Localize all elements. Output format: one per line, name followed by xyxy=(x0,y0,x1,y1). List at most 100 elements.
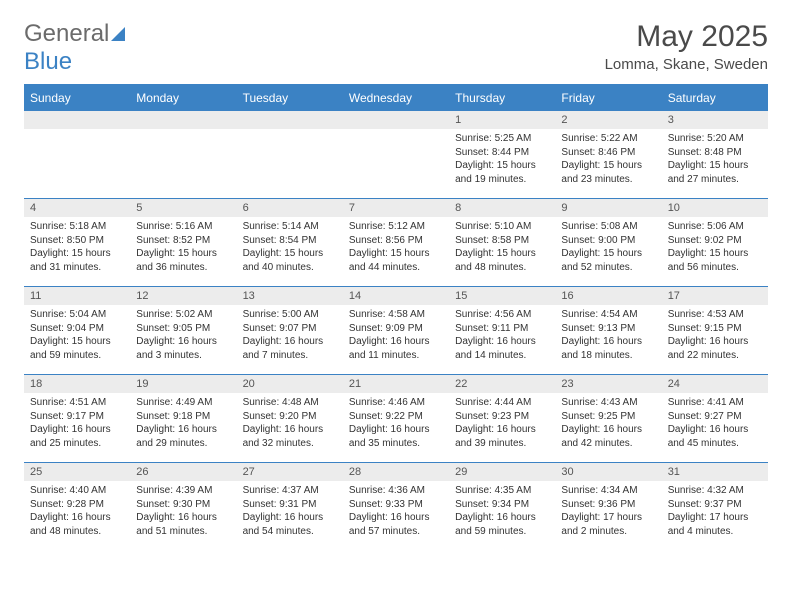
calendar-day-cell: 3Sunrise: 5:20 AMSunset: 8:48 PMDaylight… xyxy=(662,111,768,199)
day-content: Sunrise: 4:53 AMSunset: 9:15 PMDaylight:… xyxy=(662,305,768,366)
sunrise-text: Sunrise: 5:25 AM xyxy=(455,132,549,146)
day-number: 2 xyxy=(555,111,661,129)
calendar-day-cell: 10Sunrise: 5:06 AMSunset: 9:02 PMDayligh… xyxy=(662,199,768,287)
daylight-text: Daylight: 16 hours and 35 minutes. xyxy=(349,423,443,450)
sunset-text: Sunset: 9:27 PM xyxy=(668,410,762,424)
calendar-week-row: 25Sunrise: 4:40 AMSunset: 9:28 PMDayligh… xyxy=(24,463,768,551)
daylight-text: Daylight: 17 hours and 4 minutes. xyxy=(668,511,762,538)
sunrise-text: Sunrise: 4:34 AM xyxy=(561,484,655,498)
calendar-head: Sunday Monday Tuesday Wednesday Thursday… xyxy=(24,85,768,111)
sunset-text: Sunset: 8:50 PM xyxy=(30,234,124,248)
day-content: Sunrise: 4:40 AMSunset: 9:28 PMDaylight:… xyxy=(24,481,130,542)
calendar-day-cell: 12Sunrise: 5:02 AMSunset: 9:05 PMDayligh… xyxy=(130,287,236,375)
calendar-day-cell: 8Sunrise: 5:10 AMSunset: 8:58 PMDaylight… xyxy=(449,199,555,287)
weekday-header: Sunday xyxy=(24,85,130,111)
calendar-day-cell: 17Sunrise: 4:53 AMSunset: 9:15 PMDayligh… xyxy=(662,287,768,375)
sunrise-text: Sunrise: 4:39 AM xyxy=(136,484,230,498)
daylight-text: Daylight: 16 hours and 7 minutes. xyxy=(243,335,337,362)
calendar-table: Sunday Monday Tuesday Wednesday Thursday… xyxy=(24,84,768,551)
daylight-text: Daylight: 16 hours and 18 minutes. xyxy=(561,335,655,362)
calendar-day-cell: 6Sunrise: 5:14 AMSunset: 8:54 PMDaylight… xyxy=(237,199,343,287)
sunrise-text: Sunrise: 5:04 AM xyxy=(30,308,124,322)
sunrise-text: Sunrise: 5:10 AM xyxy=(455,220,549,234)
calendar-day-cell: 28Sunrise: 4:36 AMSunset: 9:33 PMDayligh… xyxy=(343,463,449,551)
daylight-text: Daylight: 15 hours and 23 minutes. xyxy=(561,159,655,186)
brand-logo: GeneralBlue xyxy=(24,20,125,76)
daylight-text: Daylight: 15 hours and 59 minutes. xyxy=(30,335,124,362)
day-number: 12 xyxy=(130,287,236,305)
calendar-body: 1Sunrise: 5:25 AMSunset: 8:44 PMDaylight… xyxy=(24,111,768,551)
sunrise-text: Sunrise: 5:00 AM xyxy=(243,308,337,322)
calendar-week-row: 18Sunrise: 4:51 AMSunset: 9:17 PMDayligh… xyxy=(24,375,768,463)
day-number: 3 xyxy=(662,111,768,129)
calendar-week-row: 11Sunrise: 5:04 AMSunset: 9:04 PMDayligh… xyxy=(24,287,768,375)
day-content: Sunrise: 4:54 AMSunset: 9:13 PMDaylight:… xyxy=(555,305,661,366)
day-content: Sunrise: 4:48 AMSunset: 9:20 PMDaylight:… xyxy=(237,393,343,454)
sunrise-text: Sunrise: 4:53 AM xyxy=(668,308,762,322)
calendar-day-cell xyxy=(130,111,236,199)
calendar-day-cell: 16Sunrise: 4:54 AMSunset: 9:13 PMDayligh… xyxy=(555,287,661,375)
daylight-text: Daylight: 16 hours and 11 minutes. xyxy=(349,335,443,362)
day-content: Sunrise: 5:06 AMSunset: 9:02 PMDaylight:… xyxy=(662,217,768,278)
sunrise-text: Sunrise: 4:46 AM xyxy=(349,396,443,410)
day-number xyxy=(237,111,343,129)
sunset-text: Sunset: 9:00 PM xyxy=(561,234,655,248)
day-content: Sunrise: 5:00 AMSunset: 9:07 PMDaylight:… xyxy=(237,305,343,366)
day-number: 11 xyxy=(24,287,130,305)
day-content xyxy=(24,129,130,189)
day-content: Sunrise: 5:14 AMSunset: 8:54 PMDaylight:… xyxy=(237,217,343,278)
weekday-header: Friday xyxy=(555,85,661,111)
sunset-text: Sunset: 9:18 PM xyxy=(136,410,230,424)
calendar-day-cell: 11Sunrise: 5:04 AMSunset: 9:04 PMDayligh… xyxy=(24,287,130,375)
day-number xyxy=(343,111,449,129)
daylight-text: Daylight: 15 hours and 56 minutes. xyxy=(668,247,762,274)
calendar-day-cell: 21Sunrise: 4:46 AMSunset: 9:22 PMDayligh… xyxy=(343,375,449,463)
weekday-header: Wednesday xyxy=(343,85,449,111)
sunset-text: Sunset: 8:52 PM xyxy=(136,234,230,248)
day-number: 23 xyxy=(555,375,661,393)
daylight-text: Daylight: 16 hours and 54 minutes. xyxy=(243,511,337,538)
title-block: May 2025 Lomma, Skane, Sweden xyxy=(605,20,768,73)
sunrise-text: Sunrise: 5:18 AM xyxy=(30,220,124,234)
sunset-text: Sunset: 9:25 PM xyxy=(561,410,655,424)
daylight-text: Daylight: 16 hours and 45 minutes. xyxy=(668,423,762,450)
day-number: 18 xyxy=(24,375,130,393)
sunrise-text: Sunrise: 4:48 AM xyxy=(243,396,337,410)
sunset-text: Sunset: 9:07 PM xyxy=(243,322,337,336)
calendar-day-cell xyxy=(343,111,449,199)
sunset-text: Sunset: 9:28 PM xyxy=(30,498,124,512)
day-content: Sunrise: 4:46 AMSunset: 9:22 PMDaylight:… xyxy=(343,393,449,454)
calendar-day-cell: 13Sunrise: 5:00 AMSunset: 9:07 PMDayligh… xyxy=(237,287,343,375)
sunrise-text: Sunrise: 4:32 AM xyxy=(668,484,762,498)
calendar-day-cell: 15Sunrise: 4:56 AMSunset: 9:11 PMDayligh… xyxy=(449,287,555,375)
sunset-text: Sunset: 8:54 PM xyxy=(243,234,337,248)
daylight-text: Daylight: 15 hours and 52 minutes. xyxy=(561,247,655,274)
sunrise-text: Sunrise: 5:14 AM xyxy=(243,220,337,234)
sunset-text: Sunset: 9:13 PM xyxy=(561,322,655,336)
sunset-text: Sunset: 8:48 PM xyxy=(668,146,762,160)
day-content: Sunrise: 4:34 AMSunset: 9:36 PMDaylight:… xyxy=(555,481,661,542)
calendar-day-cell: 4Sunrise: 5:18 AMSunset: 8:50 PMDaylight… xyxy=(24,199,130,287)
daylight-text: Daylight: 16 hours and 48 minutes. xyxy=(30,511,124,538)
daylight-text: Daylight: 16 hours and 22 minutes. xyxy=(668,335,762,362)
day-number: 28 xyxy=(343,463,449,481)
day-number: 20 xyxy=(237,375,343,393)
day-content: Sunrise: 4:44 AMSunset: 9:23 PMDaylight:… xyxy=(449,393,555,454)
calendar-week-row: 4Sunrise: 5:18 AMSunset: 8:50 PMDaylight… xyxy=(24,199,768,287)
day-content: Sunrise: 4:32 AMSunset: 9:37 PMDaylight:… xyxy=(662,481,768,542)
location-text: Lomma, Skane, Sweden xyxy=(605,56,768,73)
daylight-text: Daylight: 15 hours and 27 minutes. xyxy=(668,159,762,186)
day-content: Sunrise: 4:58 AMSunset: 9:09 PMDaylight:… xyxy=(343,305,449,366)
sunset-text: Sunset: 8:46 PM xyxy=(561,146,655,160)
sunset-text: Sunset: 9:37 PM xyxy=(668,498,762,512)
calendar-day-cell: 19Sunrise: 4:49 AMSunset: 9:18 PMDayligh… xyxy=(130,375,236,463)
day-content: Sunrise: 4:51 AMSunset: 9:17 PMDaylight:… xyxy=(24,393,130,454)
day-number: 29 xyxy=(449,463,555,481)
sunrise-text: Sunrise: 4:49 AM xyxy=(136,396,230,410)
day-content: Sunrise: 5:12 AMSunset: 8:56 PMDaylight:… xyxy=(343,217,449,278)
day-content: Sunrise: 4:41 AMSunset: 9:27 PMDaylight:… xyxy=(662,393,768,454)
calendar-page: GeneralBlue May 2025 Lomma, Skane, Swede… xyxy=(0,0,792,571)
day-content xyxy=(343,129,449,189)
daylight-text: Daylight: 15 hours and 44 minutes. xyxy=(349,247,443,274)
day-content: Sunrise: 5:08 AMSunset: 9:00 PMDaylight:… xyxy=(555,217,661,278)
